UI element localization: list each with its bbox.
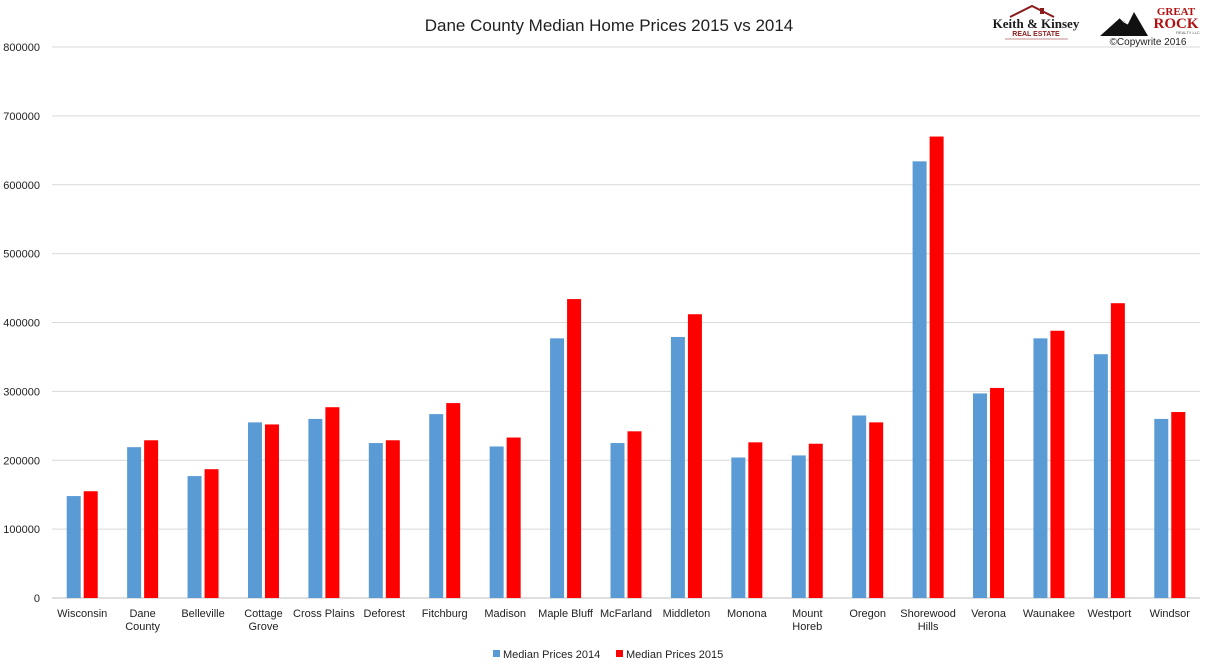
x-tick-label: Verona: [971, 608, 1007, 620]
bar-2015: [1110, 303, 1125, 598]
gridlines: [52, 46, 1200, 599]
y-tick-label: 200000: [3, 455, 40, 467]
bar-2015: [144, 440, 159, 598]
x-tick-label: McFarland: [600, 608, 652, 620]
x-tick-label: Waunakee: [1023, 608, 1075, 620]
legend-label-2015: Median Prices 2015: [626, 649, 723, 661]
keith-kinsey-sub: REAL ESTATE: [1012, 31, 1060, 38]
x-tick-label: Middleton: [663, 608, 711, 620]
x-tick-label: Windsor: [1150, 608, 1191, 620]
y-axis: 0 100000 200000 300000 400000 500000 600000 700…: [3, 42, 40, 605]
bar-2014: [791, 455, 806, 598]
chart-title: Dane County Median Home Prices 2015 vs 2…: [425, 16, 794, 35]
bar-2015: [869, 422, 884, 598]
x-tick-label: Cross Plains: [293, 608, 355, 620]
legend-swatch-2015: [616, 650, 623, 657]
bar-2014: [489, 446, 504, 598]
bar-2015: [446, 403, 461, 598]
y-tick-label: 500000: [3, 249, 40, 261]
y-tick-label: 300000: [3, 386, 40, 398]
copyright-text: ©Copywrite 2016: [1110, 37, 1187, 48]
bar-2015: [627, 431, 642, 598]
bar-2015: [506, 437, 521, 598]
bars: [66, 136, 1186, 598]
bar-2014: [247, 422, 262, 598]
x-axis: Wisconsin Dane County Belleville Cottage Grov…: [57, 608, 1190, 633]
x-tick-label: Wisconsin: [57, 608, 107, 620]
x-tick-label: Cottage Grove: [244, 608, 283, 633]
x-tick-label: Oregon: [849, 608, 886, 620]
bar-2014: [1033, 338, 1048, 598]
bar-2014: [550, 338, 565, 598]
bar-2015: [264, 424, 279, 598]
y-tick-label: 600000: [3, 180, 40, 192]
bar-2015: [808, 443, 823, 598]
x-tick-label: Madison: [484, 608, 526, 620]
y-tick-label: 400000: [3, 318, 40, 330]
x-tick-label: Dane County: [125, 608, 160, 633]
bar-2014: [187, 476, 202, 598]
x-tick-label: Fitchburg: [422, 608, 468, 620]
bar-2015: [1050, 330, 1065, 598]
bar-2015: [325, 407, 340, 598]
great-rock-sub: REALTY LLC: [1176, 30, 1200, 35]
bar-2014: [66, 496, 81, 598]
bar-2015: [748, 442, 763, 598]
bar-2015: [1171, 412, 1186, 598]
bar-2014: [1093, 354, 1108, 598]
x-tick-label: Maple Bluff: [538, 608, 594, 620]
bar-2014: [852, 415, 867, 598]
bar-2014: [308, 418, 323, 598]
x-tick-label: Mount Horeb: [792, 608, 823, 633]
bar-2014: [670, 336, 685, 598]
bar-2014: [429, 414, 444, 598]
bar-2015: [385, 440, 400, 598]
bar-2014: [731, 457, 746, 598]
bar-2015: [204, 469, 219, 598]
bar-2015: [83, 491, 98, 598]
bar-2014: [368, 443, 383, 598]
y-tick-label: 800000: [3, 42, 40, 54]
y-tick-label: 100000: [3, 524, 40, 536]
bar-2014: [912, 161, 927, 598]
bar-2015: [687, 314, 702, 598]
x-tick-label: Monona: [727, 608, 768, 620]
bar-2014: [973, 393, 988, 598]
x-tick-label: Belleville: [181, 608, 224, 620]
bar-2014: [610, 443, 625, 598]
x-tick-label: Shorewood Hills: [900, 608, 956, 633]
x-tick-label: Westport: [1087, 608, 1131, 620]
x-tick-label: Deforest: [364, 608, 406, 620]
legend: Median Prices 2014 Median Prices 2015: [493, 649, 723, 661]
bar-2015: [929, 136, 944, 598]
y-tick-label: 0: [34, 593, 40, 605]
legend-swatch-2014: [493, 650, 500, 657]
keith-kinsey-name: Keith & Kinsey: [993, 16, 1080, 31]
great-rock-main: ROCK: [1154, 16, 1199, 32]
great-rock-logo: GREAT ROCK REALTY LLC ©Copywrite 2016: [1100, 6, 1200, 48]
legend-label-2014: Median Prices 2014: [503, 649, 600, 661]
bar-2014: [127, 447, 142, 598]
bar-2015: [990, 387, 1005, 598]
great-rock-top: GREAT: [1157, 6, 1196, 18]
bar-2015: [567, 299, 582, 598]
bar-2014: [1154, 418, 1169, 598]
keith-kinsey-logo: Keith & Kinsey REAL ESTATE: [993, 4, 1080, 40]
y-tick-label: 700000: [3, 111, 40, 123]
